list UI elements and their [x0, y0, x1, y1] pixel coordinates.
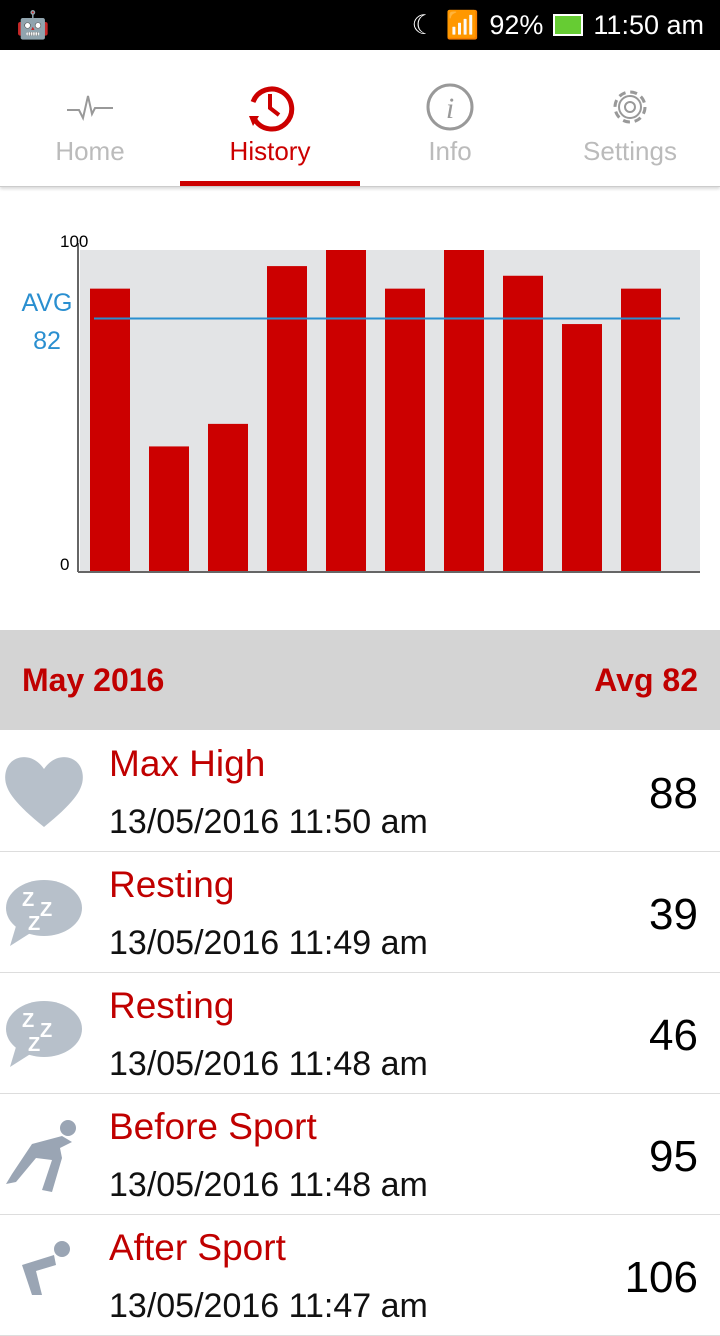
- history-list[interactable]: Max High 13/05/2016 11:50 am 88 Z Z Z Resti…: [0, 731, 720, 1336]
- runner-start-icon: [2, 1114, 86, 1194]
- bar: [562, 324, 602, 572]
- gear-icon: [613, 90, 647, 124]
- entry-time: 13/05/2016 11:48 am: [109, 1166, 428, 1204]
- history-icon: [249, 86, 295, 132]
- bar: [503, 275, 543, 572]
- svg-text:Z: Z: [22, 889, 34, 911]
- entry-time: 13/05/2016 11:50 am: [109, 803, 428, 841]
- bar: [149, 446, 189, 572]
- entry-value: 39: [649, 890, 698, 939]
- y-tick-min: 0: [60, 555, 69, 574]
- entry-label: Before Sport: [109, 1106, 317, 1147]
- bar: [385, 288, 425, 572]
- svg-text:Z: Z: [40, 1020, 52, 1042]
- entry-time: 13/05/2016 11:48 am: [109, 1045, 428, 1083]
- tab-info[interactable]: i Info: [360, 50, 540, 186]
- bar: [90, 288, 130, 572]
- tab-label: Info: [428, 136, 472, 166]
- tab-history[interactable]: History: [180, 50, 360, 186]
- history-chart: 100 0 AVG 82: [22, 232, 700, 574]
- svg-text:i: i: [446, 92, 454, 125]
- entry-label: Resting: [109, 864, 235, 905]
- entry-value: 46: [649, 1011, 698, 1060]
- list-item[interactable]: Before Sport 13/05/2016 11:48 am 95: [0, 1094, 720, 1215]
- svg-text:Z: Z: [22, 1010, 34, 1032]
- entry-value: 106: [624, 1253, 698, 1302]
- bar: [621, 288, 661, 572]
- list-item[interactable]: Max High 13/05/2016 11:50 am 88: [0, 731, 720, 852]
- runner-tired-icon: [2, 1235, 86, 1315]
- battery-icon: [553, 14, 584, 36]
- month-avg: Avg 82: [594, 661, 698, 698]
- list-item[interactable]: After Sport 13/05/2016 11:47 am 106: [0, 1215, 720, 1336]
- moon-icon: ☾: [411, 9, 436, 40]
- entry-label: After Sport: [109, 1227, 286, 1268]
- tab-settings[interactable]: Settings: [540, 50, 720, 186]
- bar: [267, 266, 307, 572]
- tab-label: Settings: [583, 136, 677, 166]
- bar: [208, 423, 248, 572]
- tab-label: Home: [55, 136, 125, 166]
- svg-text:Z: Z: [28, 1034, 40, 1056]
- wifi-icon: 📶: [445, 10, 480, 40]
- android-icon: 🤖: [16, 10, 50, 40]
- entry-label: Max High: [109, 743, 266, 784]
- entry-time: 13/05/2016 11:47 am: [109, 1287, 428, 1325]
- tab-bar: Home History i Info Settings: [0, 50, 720, 187]
- bar: [444, 250, 484, 572]
- battery-percent: 92%: [489, 9, 544, 40]
- entry-value: 95: [649, 1132, 698, 1181]
- month-label: May 2016: [22, 661, 165, 698]
- clock: 11:50 am: [593, 9, 704, 40]
- avg-value: 82: [33, 327, 61, 355]
- entry-value: 88: [649, 769, 698, 818]
- info-icon: i: [426, 83, 474, 131]
- y-tick-max: 100: [60, 232, 88, 251]
- status-bar: 🤖 ☾ 📶 92% 11:50 am: [0, 0, 720, 50]
- entry-time: 13/05/2016 11:49 am: [109, 924, 428, 962]
- tab-home[interactable]: Home: [0, 50, 180, 186]
- entry-label: Resting: [109, 985, 235, 1026]
- bar: [326, 250, 366, 572]
- avg-label: AVG: [22, 289, 73, 317]
- svg-text:Z: Z: [40, 899, 52, 921]
- svg-text:Z: Z: [28, 913, 40, 935]
- heartbeat-icon: [67, 95, 113, 121]
- month-summary: May 2016 Avg 82: [0, 630, 720, 730]
- heart-icon: [2, 751, 86, 831]
- tab-label: History: [229, 136, 311, 166]
